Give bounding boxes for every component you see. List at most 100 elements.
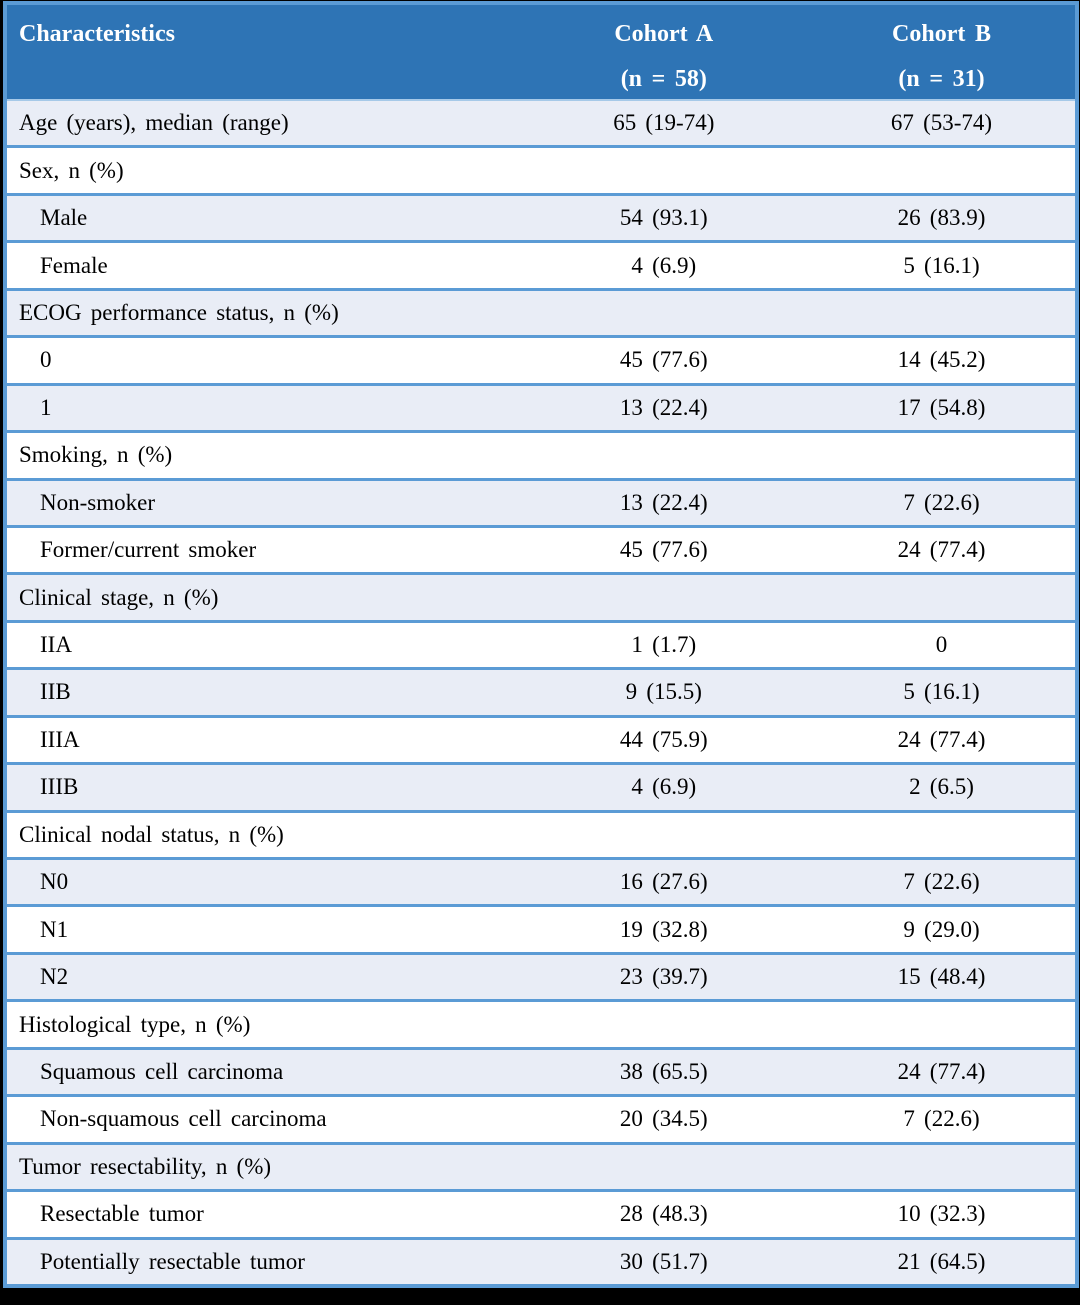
- cohort-b-value: [807, 290, 1075, 339]
- cohort-a-value: [519, 812, 808, 860]
- cohort-a-value: 13 (22.4): [519, 385, 808, 434]
- table-row: Male 54 (93.1) 26 (83.9): [7, 195, 1075, 244]
- row-label: N2: [7, 954, 520, 1003]
- cohort-a-value: [519, 433, 808, 481]
- row-label: Non-squamous cell carcinoma: [7, 1097, 520, 1145]
- cohort-b-value: 26 (83.9): [807, 195, 1075, 244]
- section-row: Sex, n (%): [7, 148, 1075, 196]
- row-label: IIB: [7, 670, 520, 718]
- row-label: N0: [7, 860, 520, 908]
- section-row: Clinical nodal status, n (%): [7, 812, 1075, 860]
- row-label: Potentially resectable tumor: [7, 1239, 520, 1284]
- section-row: ECOG performance status, n (%): [7, 290, 1075, 339]
- cohort-b-value: 24 (77.4): [807, 1049, 1075, 1098]
- cohort-a-value: [519, 1002, 808, 1050]
- table-row: N2 23 (39.7) 15 (48.4): [7, 954, 1075, 1003]
- table-row: Female 4 (6.9) 5 (16.1): [7, 243, 1075, 291]
- cohort-b-value: 5 (16.1): [807, 243, 1075, 291]
- row-label: Age (years), median (range): [7, 101, 520, 149]
- cohort-b-value: 24 (77.4): [807, 527, 1075, 576]
- cohort-b-label: Cohort B: [892, 21, 991, 47]
- cohort-b-value: [807, 1002, 1075, 1050]
- cohort-a-value: [519, 575, 808, 623]
- cohort-b-value: [807, 575, 1075, 623]
- table-row: IIIA 44 (75.9) 24 (77.4): [7, 717, 1075, 766]
- row-label: IIIB: [7, 765, 520, 813]
- cohort-b-value: 0: [807, 622, 1075, 671]
- cohort-a-value: 13 (22.4): [519, 480, 808, 528]
- cohort-a-value: [519, 148, 808, 196]
- cohort-a-value: 28 (48.3): [519, 1192, 808, 1240]
- row-label: N1: [7, 907, 520, 955]
- cohort-a-value: 16 (27.6): [519, 860, 808, 908]
- row-label: Male: [7, 195, 520, 244]
- row-label: Clinical stage, n (%): [7, 575, 520, 623]
- cohort-b-value: 7 (22.6): [807, 1097, 1075, 1145]
- table-header: Characteristics Cohort A (n = 58) Cohort…: [7, 5, 1075, 101]
- row-label: Smoking, n (%): [7, 433, 520, 481]
- row-label: Histological type, n (%): [7, 1002, 520, 1050]
- cohort-b-value: 24 (77.4): [807, 717, 1075, 766]
- header-row: Characteristics Cohort A (n = 58) Cohort…: [7, 5, 1075, 101]
- table-row: IIA 1 (1.7) 0: [7, 622, 1075, 671]
- row-label: ECOG performance status, n (%): [7, 290, 520, 339]
- row-label: IIIA: [7, 717, 520, 766]
- table-row: N1 19 (32.8) 9 (29.0): [7, 907, 1075, 955]
- cohort-a-value: 23 (39.7): [519, 954, 808, 1003]
- cohort-a-value: 38 (65.5): [519, 1049, 808, 1098]
- cohort-a-value: 9 (15.5): [519, 670, 808, 718]
- cohort-a-value: [519, 1144, 808, 1193]
- cohort-b-value: 67 (53-74): [807, 101, 1075, 149]
- table-row: 1 13 (22.4) 17 (54.8): [7, 385, 1075, 434]
- cohort-b-value: 15 (48.4): [807, 954, 1075, 1003]
- cohort-a-value: 1 (1.7): [519, 622, 808, 671]
- cohort-b-value: 2 (6.5): [807, 765, 1075, 813]
- cohort-a-value: 30 (51.7): [519, 1239, 808, 1284]
- cohort-a-label: Cohort A: [614, 21, 714, 47]
- cohort-b-value: 7 (22.6): [807, 480, 1075, 528]
- row-label: Female: [7, 243, 520, 291]
- table-row: Non-squamous cell carcinoma 20 (34.5) 7 (2…: [7, 1097, 1075, 1145]
- table-row: Non-smoker 13 (22.4) 7 (22.6): [7, 480, 1075, 528]
- row-label: Non-smoker: [7, 480, 520, 528]
- cohort-b-value: [807, 148, 1075, 196]
- table-row: N0 16 (27.6) 7 (22.6): [7, 860, 1075, 908]
- cohort-a-value: 4 (6.9): [519, 243, 808, 291]
- cohort-a-value: 4 (6.9): [519, 765, 808, 813]
- cohort-b-value: 7 (22.6): [807, 860, 1075, 908]
- characteristics-label: Characteristics: [19, 21, 175, 47]
- cohort-a-value: 20 (34.5): [519, 1097, 808, 1145]
- cohort-b-value: [807, 812, 1075, 860]
- section-row: Histological type, n (%): [7, 1002, 1075, 1050]
- cohort-a-value: 54 (93.1): [519, 195, 808, 244]
- row-label: IIA: [7, 622, 520, 671]
- table-row: Potentially resectable tumor 30 (51.7) 21 …: [7, 1239, 1075, 1284]
- table-row: Squamous cell carcinoma 38 (65.5) 24 (77.4…: [7, 1049, 1075, 1098]
- cohort-b-value: 21 (64.5): [807, 1239, 1075, 1284]
- cohort-b-value: 17 (54.8): [807, 385, 1075, 434]
- cohort-a-value: 44 (75.9): [519, 717, 808, 766]
- row-label: Sex, n (%): [7, 148, 520, 196]
- row-label: Squamous cell carcinoma: [7, 1049, 520, 1098]
- header-characteristics: Characteristics: [7, 5, 520, 101]
- cohort-a-value: 45 (77.6): [519, 338, 808, 386]
- cohort-a-value: 19 (32.8): [519, 907, 808, 955]
- cohort-b-value: 9 (29.0): [807, 907, 1075, 955]
- section-row: Smoking, n (%): [7, 433, 1075, 481]
- cohort-b-value: 10 (32.3): [807, 1192, 1075, 1240]
- table-row: Former/current smoker 45 (77.6) 24 (77.4): [7, 527, 1075, 576]
- patient-characteristics-table: Characteristics Cohort A (n = 58) Cohort…: [3, 1, 1079, 1288]
- cohort-b-value: 14 (45.2): [807, 338, 1075, 386]
- section-row: Tumor resectability, n (%): [7, 1144, 1075, 1193]
- cohort-a-value: 45 (77.6): [519, 527, 808, 576]
- row-label: 1: [7, 385, 520, 434]
- cohort-b-value: [807, 1144, 1075, 1193]
- table-row: 0 45 (77.6) 14 (45.2): [7, 338, 1075, 386]
- row-label: Resectable tumor: [7, 1192, 520, 1240]
- row-label: 0: [7, 338, 520, 386]
- cohort-a-value: 65 (19-74): [519, 101, 808, 149]
- row-label: Clinical nodal status, n (%): [7, 812, 520, 860]
- cohort-a-value: [519, 290, 808, 339]
- table-row: IIB 9 (15.5) 5 (16.1): [7, 670, 1075, 718]
